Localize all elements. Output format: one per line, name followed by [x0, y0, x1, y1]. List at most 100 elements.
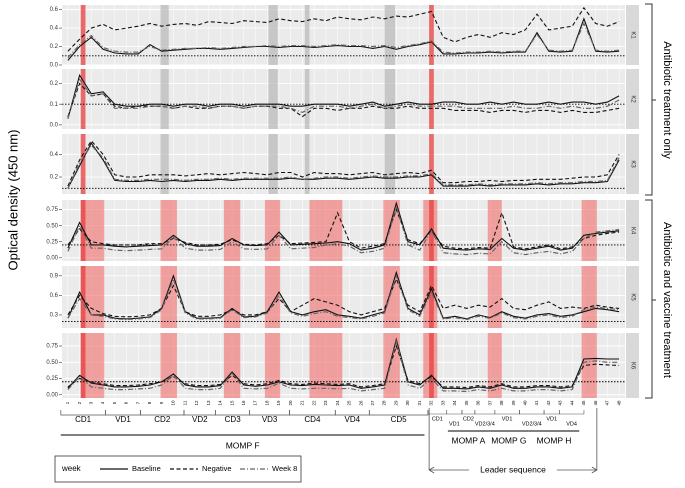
highlight-band: [80, 266, 105, 328]
x-tick-label: 11: [182, 400, 187, 405]
highlight-band: [429, 69, 434, 129]
y-tick-label: 0.2: [50, 81, 59, 87]
bracket: [474, 410, 496, 415]
x-tick-label: 22: [311, 400, 316, 406]
highlight-band: [223, 333, 241, 398]
leader-bracket: [428, 408, 598, 474]
region-label: CD2: [154, 415, 171, 424]
series-line: [67, 22, 620, 59]
highlight-band: [268, 5, 278, 65]
y-tick-label: 0.2: [50, 175, 59, 181]
y-tick-label: 0.50: [46, 223, 58, 229]
group-label: MOMP A: [451, 435, 485, 445]
x-tick-label: 13: [206, 400, 211, 406]
highlight-band: [80, 266, 86, 328]
x-tick-label: 48: [616, 400, 621, 406]
x-tick-label: 9: [159, 401, 164, 404]
highlight-band: [384, 69, 396, 129]
highlight-band: [80, 134, 86, 194]
series-line: [67, 142, 620, 189]
bracket: [446, 410, 463, 415]
highlight-band: [487, 266, 502, 328]
strip-label: K2: [629, 95, 635, 103]
x-tick-label: 18: [264, 400, 269, 406]
x-tick-label: 14: [218, 400, 223, 406]
highlight-band: [429, 333, 434, 398]
group-label: MOMP G: [491, 435, 526, 445]
strip-label: K4: [629, 227, 635, 235]
x-tick-label: 5: [112, 401, 117, 404]
series-line: [67, 144, 620, 189]
region-label: VD4: [345, 415, 361, 424]
highlight-band: [487, 200, 502, 261]
x-tick-label: 36: [476, 400, 481, 406]
y-tick-label: 0.3: [50, 313, 59, 319]
x-tick-label: 41: [534, 400, 539, 406]
x-tick-label: 1: [65, 401, 70, 404]
strip-label: K3: [629, 160, 635, 168]
highlight-band: [429, 5, 434, 65]
highlight-band: [581, 333, 597, 398]
series-line: [67, 73, 620, 119]
strip: [626, 333, 639, 398]
highlight-band: [581, 266, 597, 328]
x-tick-label: 40: [522, 400, 527, 406]
y-tick-label: 0.00: [46, 392, 58, 398]
strip: [626, 134, 639, 194]
x-tick-label: 43: [558, 400, 563, 406]
y-tick-label: 0.2: [50, 44, 59, 50]
series-line: [67, 277, 620, 318]
highlight-band: [160, 266, 177, 328]
series-line: [67, 339, 620, 393]
region-label: CD1: [432, 416, 443, 422]
highlight-band: [160, 69, 169, 129]
highlight-band: [309, 200, 343, 261]
bracket: [427, 410, 448, 415]
strip-label: K1: [629, 31, 635, 39]
series-line: [67, 344, 620, 389]
y-tick-label: 0.75: [46, 207, 58, 213]
x-tick-label: 16: [241, 400, 246, 406]
y-tick-label: 0.6: [50, 7, 59, 13]
x-tick-label: 17: [253, 400, 258, 406]
highlight-band: [304, 5, 310, 65]
x-tick-label: 46: [593, 400, 598, 406]
legend-label: Baseline: [132, 464, 161, 473]
strip-label: K6: [629, 362, 635, 370]
region-label: VD2/3/4: [522, 421, 542, 427]
x-tick-label: 4: [100, 401, 105, 404]
bracket: [543, 410, 560, 415]
y-tick-label: 0.50: [46, 360, 58, 366]
x-tick-label: 2: [77, 401, 82, 404]
x-tick-label: 30: [405, 400, 410, 406]
x-tick-label: 31: [417, 400, 422, 406]
highlight-band: [384, 134, 396, 194]
y-tick-label: 0.9: [50, 273, 59, 279]
region-label: VD1: [502, 416, 513, 422]
x-tick-label: 19: [276, 400, 281, 406]
highlight-band: [80, 200, 105, 261]
highlight-band: [80, 69, 86, 129]
x-tick-label: 35: [464, 400, 469, 406]
x-tick-label: 37: [487, 400, 492, 406]
x-tick-label: 23: [323, 400, 328, 406]
y-tick-label: 0.0: [50, 63, 59, 69]
panel-background: [62, 266, 625, 328]
highlight-band: [309, 266, 343, 328]
right-label: Antibiotic treatment only: [661, 41, 673, 159]
highlight-band: [304, 134, 310, 194]
x-tick-label: 44: [569, 400, 574, 406]
x-tick-label: 8: [147, 401, 152, 404]
highlight-band: [264, 266, 281, 328]
strip: [626, 200, 639, 261]
x-tick-label: 38: [499, 400, 504, 406]
series-line: [67, 207, 620, 250]
region-label: VD4: [566, 421, 577, 427]
highlight-band: [160, 5, 169, 65]
x-tick-label: 24: [335, 400, 340, 406]
strip: [626, 266, 639, 328]
y-tick-label: 0.0: [50, 122, 59, 128]
x-tick-label: 26: [358, 400, 363, 406]
highlight-band: [268, 69, 278, 129]
